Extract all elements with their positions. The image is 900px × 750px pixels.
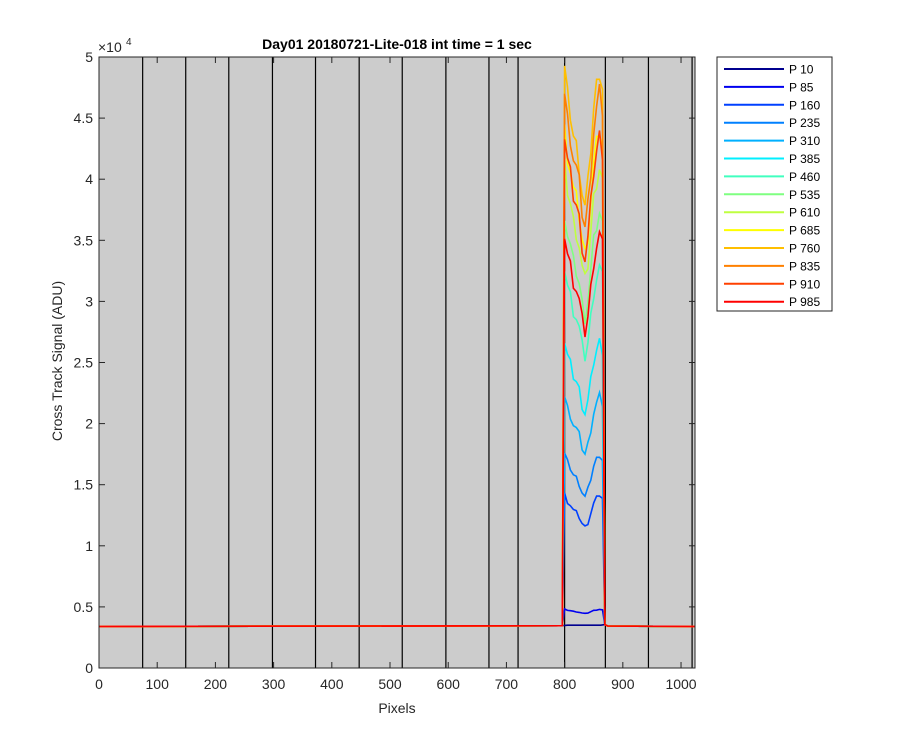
legend-entry-label: P 310	[789, 134, 820, 148]
y-tick-label: 0	[85, 660, 93, 676]
series-line-p760	[98, 65, 696, 628]
series-line-p85	[98, 607, 696, 628]
legend-entry-label: P 10	[789, 63, 814, 77]
x-tick-label: 900	[611, 676, 635, 692]
legend-entry-label: P 85	[789, 80, 814, 94]
y-tick-label: 2	[85, 416, 93, 432]
legend-entry-label: P 460	[789, 170, 820, 184]
y-tick-label: 4.5	[74, 110, 94, 126]
y-tick-label: 2.5	[74, 355, 94, 371]
legend-box	[716, 56, 833, 312]
y-tick-label: 3.5	[74, 232, 94, 248]
x-tick-label: 0	[95, 676, 103, 692]
y-exponent-label: ×10	[98, 39, 122, 55]
x-axis-label: Pixels	[378, 700, 415, 716]
legend-entry-label: P 385	[789, 152, 820, 166]
y-axis-ticks: 0 0.5 1 1.5 2 2.5 3 3.5 4 4.5 5	[74, 49, 695, 676]
series-line-p910	[98, 130, 696, 628]
x-tick-label: 600	[437, 676, 461, 692]
legend-entry-label: P 160	[789, 98, 820, 112]
y-tick-label: 5	[85, 49, 93, 65]
series-line-p835	[98, 83, 696, 628]
x-tick-label: 200	[204, 676, 228, 692]
legend-entry-label: P 985	[789, 295, 820, 309]
y-exponent-power: 4	[126, 37, 132, 48]
x-tick-label: 800	[553, 676, 577, 692]
legend-entry-label: P 610	[789, 206, 820, 220]
y-tick-label: 4	[85, 171, 93, 187]
y-tick-label: 0.5	[74, 599, 94, 615]
x-tick-label: 500	[378, 676, 402, 692]
legend-entry-label: P 685	[789, 224, 820, 238]
y-tick-label: 1.5	[74, 477, 94, 493]
x-axis-ticks: 0 100 200 300 400 500 600 700 800 900 1000	[95, 57, 697, 692]
legend-entry-label: P 235	[789, 116, 820, 130]
x-tick-label: 100	[146, 676, 170, 692]
legend-entry-label: P 760	[789, 242, 820, 256]
legend-entry-label: P 910	[789, 277, 820, 291]
legend-entry-label: P 835	[789, 259, 820, 273]
series-line-p985	[98, 228, 696, 628]
y-tick-label: 3	[85, 293, 93, 309]
y-axis-label: Cross Track Signal (ADU)	[49, 281, 65, 441]
y-tick-label: 1	[85, 538, 93, 554]
series-lines	[98, 65, 696, 628]
legend-entry-label: P 535	[789, 188, 820, 202]
legend: P 10 P 85 P 160 P 235 P 310 P 385 P 460 P 535 P …	[716, 56, 833, 312]
x-tick-label: 400	[320, 676, 344, 692]
chart-title: Day01 20180721-Lite-018 int time = 1 sec	[262, 36, 532, 52]
x-tick-label: 1000	[665, 676, 696, 692]
x-tick-label: 300	[262, 676, 286, 692]
x-tick-label: 700	[495, 676, 519, 692]
